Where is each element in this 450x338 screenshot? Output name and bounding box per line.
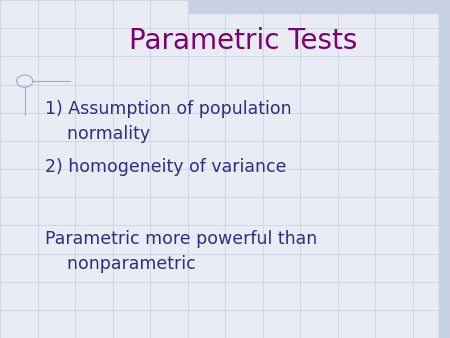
Text: Parametric more powerful than
    nonparametric: Parametric more powerful than nonparamet… bbox=[45, 230, 317, 273]
Bar bbox=[189, 0, 439, 13]
Text: 2) homogeneity of variance: 2) homogeneity of variance bbox=[45, 158, 287, 176]
Text: Parametric Tests: Parametric Tests bbox=[129, 27, 357, 54]
Bar bbox=[439, 0, 450, 338]
Text: 1) Assumption of population
    normality: 1) Assumption of population normality bbox=[45, 100, 292, 143]
